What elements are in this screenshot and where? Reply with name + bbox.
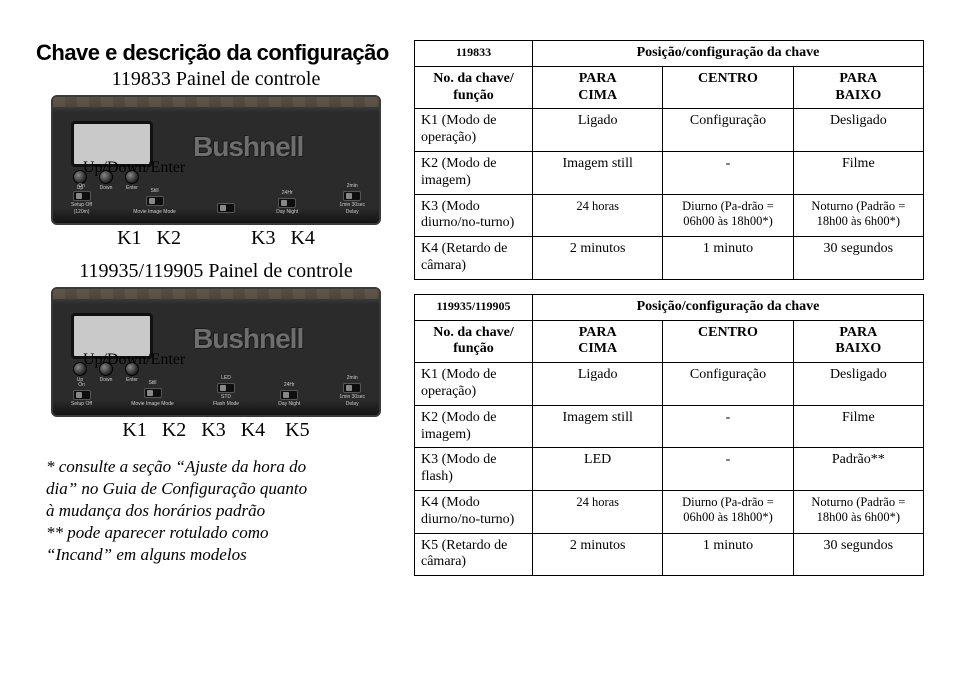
position-header: Posição/configuração da chave [533,41,924,67]
function-cell: K5 (Retardo de câmara) [415,533,533,576]
value-cell: Noturno (Padrão = 18h00 às 6h00*) [793,194,923,237]
value-cell: Padrão** [793,448,923,491]
footnote-line: dia” no Guia de Configuração quanto [46,478,390,500]
value-cell: Desligado [793,363,923,406]
value-cell: 1 minuto [663,237,793,280]
table-row: K5 (Retardo de câmara)2 minutos1 minuto3… [415,533,924,576]
model-header: 119935/119905 [415,294,533,320]
page-title: Chave e descrição da configuração [36,40,396,66]
function-cell: K1 (Modo de operação) [415,363,533,406]
value-cell: Filme [793,151,923,194]
panel2: Bushnell Up Down Enter OnSetup OffStillM… [36,287,396,417]
panel1-overlay: Up/Down/Enter [83,159,185,177]
table-119833: 119833Posição/configuração da chaveNo. d… [414,40,924,280]
column-header: CENTRO [663,66,793,109]
value-cell: 30 segundos [793,237,923,280]
panel1-subtitle: 119833 Painel de controle [36,68,396,91]
panel2-klabels: K1 K2 K3 K4 K5 [36,419,396,442]
footnote-line: à mudança dos horários padrão [46,500,390,522]
position-header: Posição/configuração da chave [533,294,924,320]
table-row: K1 (Modo de operação)LigadoConfiguraçãoD… [415,363,924,406]
panel1-brand: Bushnell [193,131,303,163]
panel2-overlay: Up/Down/Enter [83,351,185,369]
panel1: Bushnell Up Down Enter OnSetup Off(120m)… [36,95,396,225]
function-cell: K4 (Modo diurno/no-turno) [415,490,533,533]
footnote-line: “Incand” em alguns modelos [46,544,390,566]
table-row: K1 (Modo de operação)LigadoConfiguraçãoD… [415,109,924,152]
function-header: No. da chave/função [415,320,533,363]
column-header: PARACIMA [533,66,663,109]
value-cell: Imagem still [533,405,663,448]
value-cell: Ligado [533,363,663,406]
footnote-line: ** pode aparecer rotulado como [46,522,390,544]
footnotes: * consulte a seção “Ajuste da hora do di… [36,452,396,566]
column-header: PARABAIXO [793,320,923,363]
value-cell: - [663,448,793,491]
value-cell: - [663,151,793,194]
value-cell: Filme [793,405,923,448]
value-cell: Diurno (Pa-drão = 06h00 às 18h00*) [663,194,793,237]
value-cell: 24 horas [533,194,663,237]
footnote-line: * consulte a seção “Ajuste da hora do [46,456,390,478]
table-row: K4 (Retardo de câmara)2 minutos1 minuto3… [415,237,924,280]
function-header: No. da chave/função [415,66,533,109]
value-cell: Configuração [663,109,793,152]
value-cell: 30 segundos [793,533,923,576]
function-cell: K2 (Modo de imagem) [415,405,533,448]
function-cell: K3 (Modo de flash) [415,448,533,491]
value-cell: Noturno (Padrão = 18h00 às 6h00*) [793,490,923,533]
value-cell: 24 horas [533,490,663,533]
function-cell: K3 (Modo diurno/no-turno) [415,194,533,237]
value-cell: Configuração [663,363,793,406]
value-cell: Imagem still [533,151,663,194]
function-cell: K2 (Modo de imagem) [415,151,533,194]
value-cell: 2 minutos [533,237,663,280]
table-row: K4 (Modo diurno/no-turno)24 horasDiurno … [415,490,924,533]
model-header: 119833 [415,41,533,67]
value-cell: Diurno (Pa-drão = 06h00 às 18h00*) [663,490,793,533]
panel1-klabels: K1 K2 K3 K4 [36,227,396,250]
panel2-brand: Bushnell [193,323,303,355]
table-row: K2 (Modo de imagem)Imagem still-Filme [415,405,924,448]
column-header: PARACIMA [533,320,663,363]
value-cell: 2 minutos [533,533,663,576]
function-cell: K4 (Retardo de câmara) [415,237,533,280]
column-header: PARABAIXO [793,66,923,109]
table-row: K3 (Modo de flash)LED-Padrão** [415,448,924,491]
value-cell: LED [533,448,663,491]
value-cell: - [663,405,793,448]
value-cell: Desligado [793,109,923,152]
table-row: K2 (Modo de imagem)Imagem still-Filme [415,151,924,194]
table-119935: 119935/119905Posição/configuração da cha… [414,294,924,576]
function-cell: K1 (Modo de operação) [415,109,533,152]
table-row: K3 (Modo diurno/no-turno)24 horasDiurno … [415,194,924,237]
value-cell: 1 minuto [663,533,793,576]
panel2-subtitle: 119935/119905 Painel de controle [36,260,396,283]
column-header: CENTRO [663,320,793,363]
value-cell: Ligado [533,109,663,152]
